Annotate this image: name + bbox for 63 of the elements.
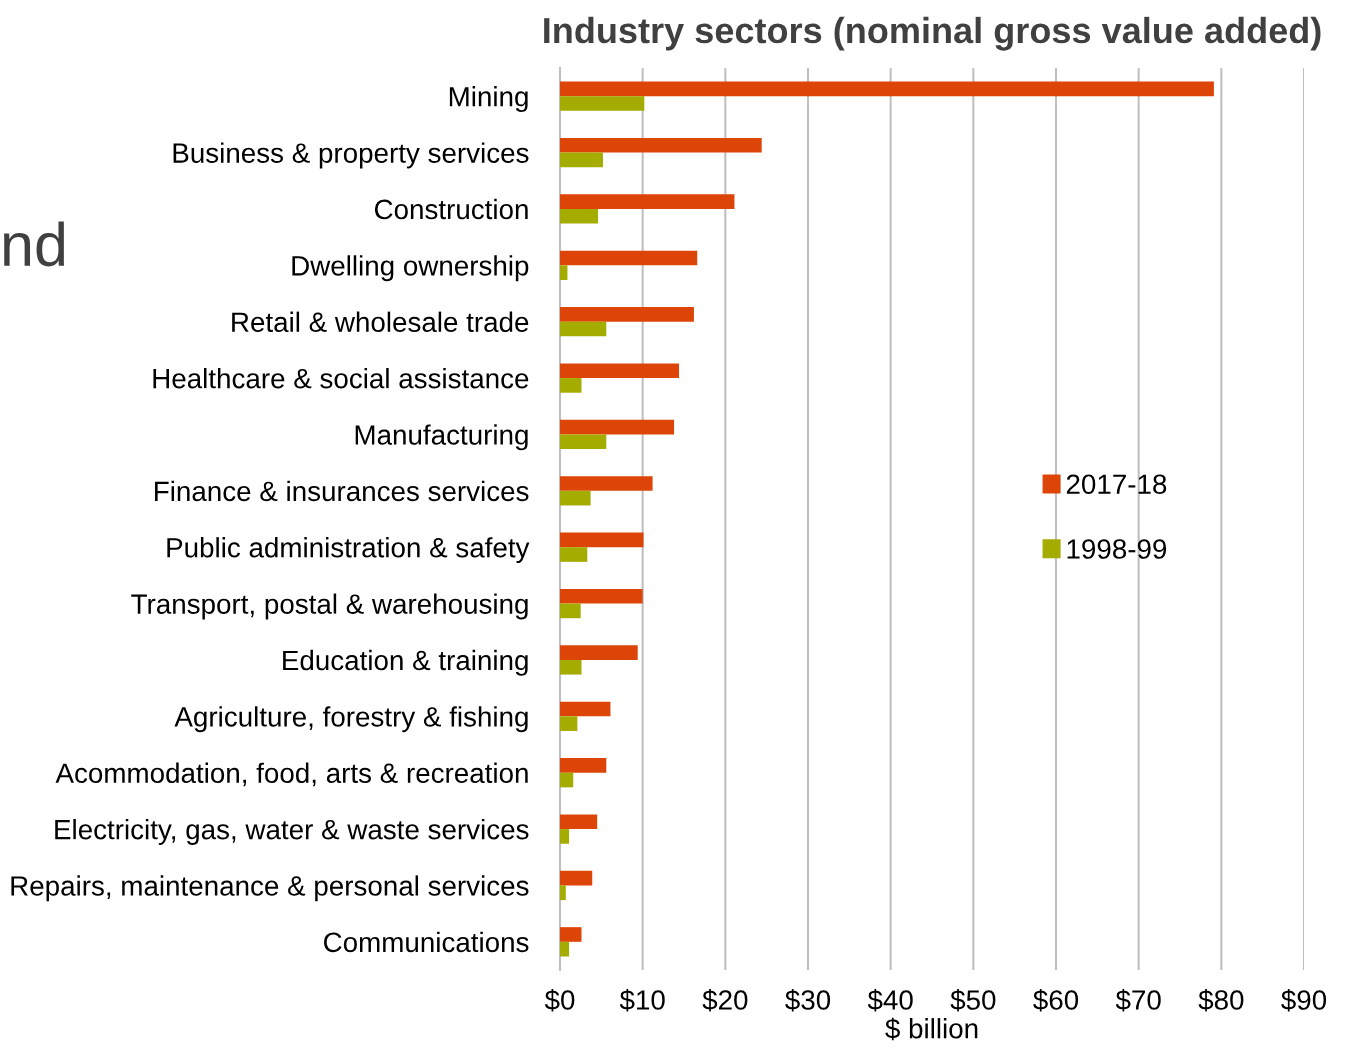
bar <box>560 814 598 830</box>
x-tick-label: $40 <box>867 989 913 1012</box>
y-tick-label: Mining <box>449 86 528 113</box>
y-tick-label: Repairs, maintenance & personal services <box>11 875 529 902</box>
x-tick-label: $70 <box>1115 989 1161 1012</box>
y-tick-label: Agriculture, forestry & fishing <box>174 706 528 733</box>
y-tick-label: Manufacturing <box>355 424 528 451</box>
bar <box>560 321 607 337</box>
bar <box>560 645 638 660</box>
bar <box>560 378 582 393</box>
bar <box>560 927 582 942</box>
x-axis-title: $ billion <box>885 1017 978 1041</box>
y-tick-label: Electricity, gas, water & waste services <box>55 819 529 845</box>
y-tick-label: Public administration & safety <box>167 537 530 564</box>
bar <box>560 194 735 209</box>
bar <box>560 870 593 886</box>
y-tick-label: Dwelling ownership <box>292 255 529 282</box>
bar <box>560 208 599 224</box>
x-tick-label: $0 <box>544 989 575 1012</box>
x-tick-label: $50 <box>950 989 996 1012</box>
legend-label: 1998-99 <box>1067 539 1167 559</box>
bar <box>560 603 581 619</box>
bar <box>560 152 603 168</box>
y-tick-label: Construction <box>374 198 528 220</box>
x-tick-label: $80 <box>1198 989 1244 1012</box>
bar <box>560 307 694 322</box>
bar <box>560 829 570 844</box>
bar <box>560 547 588 562</box>
bar <box>560 137 762 153</box>
y-tick-label: Healthcare & social assistance <box>153 368 529 389</box>
bar <box>560 532 644 548</box>
y-tick-label: Finance & insurances services <box>155 480 529 502</box>
y-tick-label: Acommodation, food, arts & recreation <box>55 762 528 787</box>
x-tick-label: $90 <box>1281 989 1327 1012</box>
bar <box>560 716 578 731</box>
bar <box>560 419 675 435</box>
bar <box>560 476 653 491</box>
y-tick-label: Education & training <box>283 649 528 676</box>
bar <box>560 434 607 450</box>
bar <box>560 885 566 901</box>
y-tick-label: Communications <box>324 931 529 953</box>
bar <box>560 490 591 506</box>
bar <box>560 265 568 280</box>
y-tick-label: Retail & wholesale trade <box>232 311 529 333</box>
bar <box>560 772 574 788</box>
y-tick-label: Transport, postal & warehousing <box>131 593 528 620</box>
chart-title: Industry sectors (nominal gross value added) <box>544 16 1321 51</box>
bar <box>560 363 680 379</box>
x-tick-label: $20 <box>702 989 748 1012</box>
bar <box>560 81 1214 97</box>
x-tick-label: $60 <box>1033 989 1079 1012</box>
bar <box>560 758 607 773</box>
bar <box>560 701 611 717</box>
bar <box>560 96 645 111</box>
x-tick-label: $10 <box>619 989 665 1012</box>
y-tick-label: Business & property services <box>173 142 529 169</box>
legend-label: 2017-18 <box>1066 474 1167 495</box>
bar <box>560 659 582 675</box>
bar <box>560 250 698 266</box>
bar <box>560 941 570 957</box>
bar <box>560 588 643 604</box>
x-tick-label: $30 <box>785 989 831 1012</box>
text: nd <box>4 221 65 267</box>
